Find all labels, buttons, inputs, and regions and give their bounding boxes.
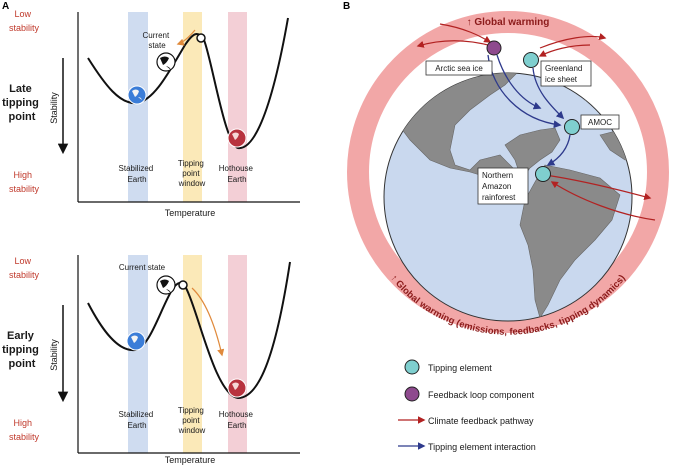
current-state-label-top: Current state (143, 31, 172, 50)
tipping-window-label-top: Tipping point window (178, 159, 206, 188)
arctic-feedback-node (486, 40, 502, 56)
late-tipping-label: Late tipping point (2, 83, 42, 123)
top-plot: Low stability High stability Late tippin… (2, 9, 300, 218)
temperature-axis-label-bottom: Temperature (165, 455, 216, 465)
hothouse-earth-label-bottom: Hothouse Earth (219, 410, 255, 430)
greenland-node (523, 52, 539, 68)
stabilized-band-top (128, 12, 148, 202)
tipping-window-band-bottom (183, 255, 202, 453)
stabilized-earth-label-top: Stabilized Earth (119, 164, 156, 184)
global-warming-ring (347, 11, 669, 333)
amazon-node (535, 166, 551, 182)
high-stability-bottom: High stability (9, 418, 40, 442)
legend-tipping-label: Tipping element (428, 363, 492, 373)
legend-feedback-icon (404, 386, 420, 402)
legend-climate-label: Climate feedback pathway (428, 416, 534, 426)
hothouse-earth-label-top: Hothouse Earth (219, 164, 255, 184)
orange-arrow-bottom (191, 287, 225, 357)
stabilized-band-bottom (128, 255, 148, 453)
legend-tipping-icon (404, 359, 420, 375)
stability-axis-label-bottom: Stability (49, 339, 59, 371)
legend: Tipping element Feedback loop component … (398, 359, 536, 452)
tipping-point-marker-top (196, 33, 206, 43)
stabilized-earth-label-bottom: Stabilized Earth (119, 410, 156, 430)
orange-arrow-top (176, 29, 196, 46)
ring-top-label: ↑ Global warming (467, 17, 550, 28)
low-stability-top: Low stability (9, 9, 40, 33)
low-stability-bottom: Low stability (9, 256, 40, 280)
amoc-node (564, 119, 580, 135)
current-state-label-bottom: Current state (119, 263, 166, 272)
amazon-label-box (477, 167, 529, 205)
amoc-label-box (580, 114, 620, 130)
panel-a-letter: A (2, 1, 9, 12)
tipping-window-label-bottom: Tipping point window (178, 406, 206, 435)
amoc-label: AMOC (588, 118, 612, 127)
greenland-label: Greenland ice sheet (545, 64, 585, 84)
early-tipping-label: Early tipping point (2, 330, 42, 370)
tipping-window-band-top (183, 12, 202, 202)
greenland-label-box (540, 60, 592, 87)
hothouse-band-bottom (228, 255, 247, 453)
tipping-point-marker-bottom (178, 280, 188, 290)
arctic-label: Arctic sea ice (435, 64, 483, 73)
stability-axis-label-top: Stability (49, 92, 59, 124)
arctic-label-box (425, 60, 493, 76)
high-stability-top: High stability (9, 170, 40, 194)
amazon-label: Northern Amazon rainforest (482, 171, 516, 202)
legend-feedback-label: Feedback loop component (428, 390, 535, 400)
bottom-plot: Low stability High stability Early tippi… (2, 255, 300, 465)
hothouse-band-top (228, 12, 247, 202)
legend-interaction-label: Tipping element interaction (428, 442, 536, 452)
climate-feedback-arrows (416, 23, 656, 221)
temperature-axis-label-top: Temperature (165, 208, 216, 218)
panel-b-letter: B (343, 1, 350, 12)
